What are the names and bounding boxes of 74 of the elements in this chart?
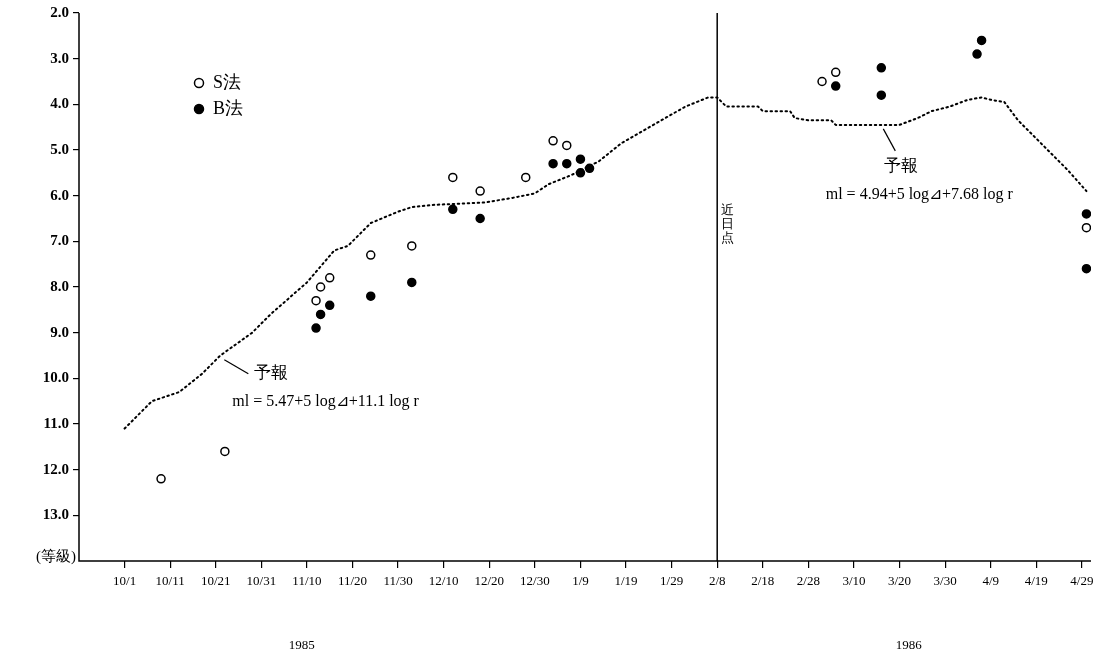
x-tick-label: 2/28 — [796, 573, 820, 589]
x-tick-label: 3/10 — [842, 573, 866, 589]
point — [475, 186, 485, 196]
y-tick-label: 12.0 — [42, 460, 69, 477]
x-tick-label: 2/18 — [751, 573, 775, 589]
point — [830, 81, 841, 91]
point — [562, 140, 572, 151]
point — [156, 474, 166, 484]
point — [407, 277, 417, 288]
point — [324, 273, 335, 283]
x-tick-label: 1/9 — [572, 573, 589, 589]
text: 1985 — [288, 637, 315, 653]
point — [876, 90, 887, 100]
point — [548, 136, 558, 146]
y-tick-label: 11.0 — [43, 414, 69, 431]
x-tick-label: 12/20 — [474, 573, 505, 589]
point — [475, 213, 485, 224]
x-tick-label: 3/20 — [887, 573, 912, 589]
x-tick-label: 11/30 — [383, 573, 413, 589]
point — [407, 241, 417, 251]
x-tick-label: 4/29 — [1070, 573, 1094, 589]
point — [562, 158, 572, 169]
y-tick-label: 13.0 — [42, 506, 69, 523]
x-tick-label: 1/19 — [614, 573, 638, 589]
annotation: 予報 ml = 5.47+5 log⊿+11.1 log r — [232, 363, 420, 410]
point — [548, 158, 558, 169]
y-tick-label: 5.0 — [50, 140, 69, 157]
x-tick-label: 10/21 — [200, 573, 231, 589]
x-tick-label: 10/1 — [113, 573, 137, 589]
point — [324, 300, 335, 311]
point — [448, 172, 458, 183]
point — [976, 35, 987, 46]
y-tick-label: 3.0 — [50, 49, 69, 66]
x-tick-label: 3/30 — [933, 573, 957, 589]
point — [1081, 263, 1091, 274]
point — [520, 172, 531, 183]
x-tick-label: 11/20 — [337, 573, 368, 589]
x-tick-label: 4/19 — [1024, 573, 1048, 589]
point — [830, 67, 841, 78]
text: 1986 — [895, 637, 923, 653]
annotation: 予報 ml = 4.94+5 log⊿+7.68 log r — [825, 156, 1014, 204]
x-tick-label: 2/8 — [708, 573, 726, 589]
point — [1081, 222, 1091, 233]
x-tick-label: 4/9 — [982, 573, 1000, 589]
y-tick-label: 8.0 — [50, 277, 69, 294]
x-tick-label: 12/10 — [428, 573, 459, 589]
point — [366, 291, 376, 301]
point — [315, 282, 326, 292]
y-tick-label: 7.0 — [50, 232, 69, 249]
y-tick-label: 4.0 — [50, 95, 69, 112]
y-tick-label: 2.0 — [50, 3, 69, 20]
point — [315, 309, 326, 320]
ref-line-label: 近日点 — [720, 201, 734, 245]
y-tick-label: 9.0 — [50, 323, 69, 340]
point — [575, 154, 586, 164]
legend-label: B法 — [213, 97, 244, 118]
point — [311, 295, 321, 306]
x-tick-label: 11/10 — [292, 573, 322, 589]
point — [220, 446, 230, 457]
y-tick-label: 6.0 — [50, 186, 69, 203]
x-tick-label: 10/31 — [246, 573, 277, 589]
point — [817, 76, 827, 87]
y-tick-label: 10.0 — [42, 369, 69, 386]
x-tick-label: 1/29 — [660, 573, 684, 589]
point — [876, 63, 887, 73]
point — [311, 323, 321, 333]
legend-label: S法 — [213, 71, 242, 92]
point — [448, 204, 458, 215]
x-tick-label: 10/11 — [155, 573, 185, 589]
point — [1081, 209, 1091, 219]
point — [972, 49, 982, 59]
point — [366, 250, 376, 260]
y-axis-title: (等級) — [36, 547, 76, 565]
x-tick-label: 12/30 — [520, 573, 550, 589]
